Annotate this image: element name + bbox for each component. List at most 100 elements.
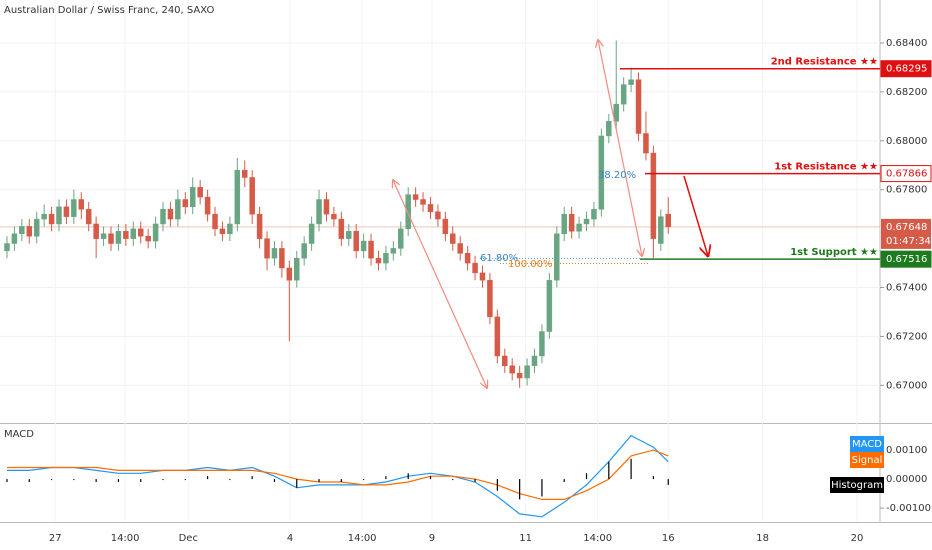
x-tick-label: 18 [756, 533, 769, 544]
x-tick-label: 9 [429, 533, 435, 544]
x-tick-label: Dec [179, 533, 198, 544]
candle-body [665, 213, 671, 228]
candle-body [479, 272, 486, 281]
candle-body [175, 199, 181, 220]
candle-body [219, 228, 226, 234]
y-tick-label: 0.68000 [886, 136, 927, 147]
candle-body [234, 169, 241, 225]
candle-body [487, 279, 493, 318]
fib-trend-line [598, 40, 642, 256]
fib-label: 100.00% [508, 259, 553, 270]
y-tick-label: 0.68200 [886, 87, 927, 98]
legend-box [850, 436, 884, 452]
candle-body [279, 248, 285, 269]
candle-body [650, 152, 657, 239]
candle-body [197, 187, 203, 198]
candle-body [115, 231, 122, 244]
candle-body [56, 206, 62, 225]
legend-box [830, 477, 884, 493]
price-box [880, 165, 932, 183]
candle-body [383, 253, 389, 264]
legend-label: MACD [852, 439, 882, 450]
candle-body [123, 231, 129, 239]
y-tick-label: 0.67200 [886, 331, 927, 342]
candle-body [591, 209, 597, 220]
candle-body [435, 211, 441, 220]
candle-body [390, 248, 397, 254]
candle-body [583, 218, 590, 225]
candle-body [256, 213, 263, 239]
candle-body [554, 233, 560, 281]
candle-body [308, 223, 315, 244]
candle-body [427, 204, 434, 212]
candle-body [353, 231, 359, 252]
candle-body [405, 194, 411, 230]
candle-body [375, 257, 382, 264]
price-label: 0.67516 [886, 254, 927, 265]
candle-body [635, 79, 642, 134]
legend-label: Histogram [831, 480, 883, 491]
candle-body [509, 365, 515, 374]
candle-body [531, 355, 538, 367]
x-tick-label: 14:00 [111, 533, 140, 544]
candle-body [167, 209, 174, 220]
price-box [880, 60, 932, 78]
candle-body [189, 187, 196, 208]
candle-body [568, 213, 575, 232]
candle-body [576, 223, 582, 232]
x-tick-label: 14:00 [348, 533, 377, 544]
candle-body [182, 199, 189, 208]
indicator-line [7, 434, 669, 518]
candle-body [464, 253, 471, 264]
candle-body [4, 243, 10, 252]
candle-body [472, 262, 478, 274]
y-tick-label: 0.67400 [886, 283, 927, 294]
candle-body [338, 218, 345, 239]
candle-body [78, 199, 85, 210]
candle-body [26, 226, 33, 237]
candle-body [11, 233, 18, 244]
x-tick-label: 14:00 [583, 533, 612, 544]
candle-body [516, 372, 523, 379]
indicator-title: MACD [4, 429, 34, 440]
candle-body [63, 206, 70, 217]
candle-body [323, 199, 330, 215]
y-tick-label: 0.67800 [886, 185, 927, 196]
indicator-line [7, 449, 669, 500]
candle-body [108, 233, 114, 244]
candle-body [398, 228, 404, 249]
candle-body [606, 121, 612, 137]
price-label: 0.67866 [886, 169, 927, 180]
candle-body [33, 218, 40, 237]
candle-body [249, 177, 255, 215]
candle-body [41, 213, 47, 220]
candle-body [212, 213, 218, 230]
projection-arrow [683, 175, 708, 256]
x-tick-label: 4 [287, 533, 293, 544]
candle-body [450, 233, 456, 244]
price-label: 0.68295 [886, 64, 927, 75]
y-tick-label: 0.00000 [886, 474, 927, 485]
level-name: 1st Resistance ★★ [774, 162, 878, 173]
candle-body [271, 248, 278, 259]
candle-body [204, 196, 211, 215]
y-tick-label: -0.00100 [886, 503, 931, 514]
candle-body [286, 267, 293, 281]
x-tick-label: 11 [519, 533, 532, 544]
y-tick-label: 0.00100 [886, 445, 927, 456]
legend-label: Signal [852, 455, 883, 466]
candle-body [19, 226, 25, 234]
candle-body [628, 79, 634, 85]
candle-body [524, 365, 530, 379]
fib-label: 61.80% [480, 253, 518, 264]
candle-body [137, 228, 144, 237]
candle-body [241, 169, 248, 178]
candle-body [502, 355, 508, 367]
candle-body [561, 213, 567, 234]
level-name: 2nd Resistance ★★ [771, 57, 878, 68]
candle-body [100, 233, 107, 239]
candle-body [48, 213, 55, 225]
x-tick-label: 27 [49, 533, 62, 544]
candle-body [546, 279, 553, 332]
